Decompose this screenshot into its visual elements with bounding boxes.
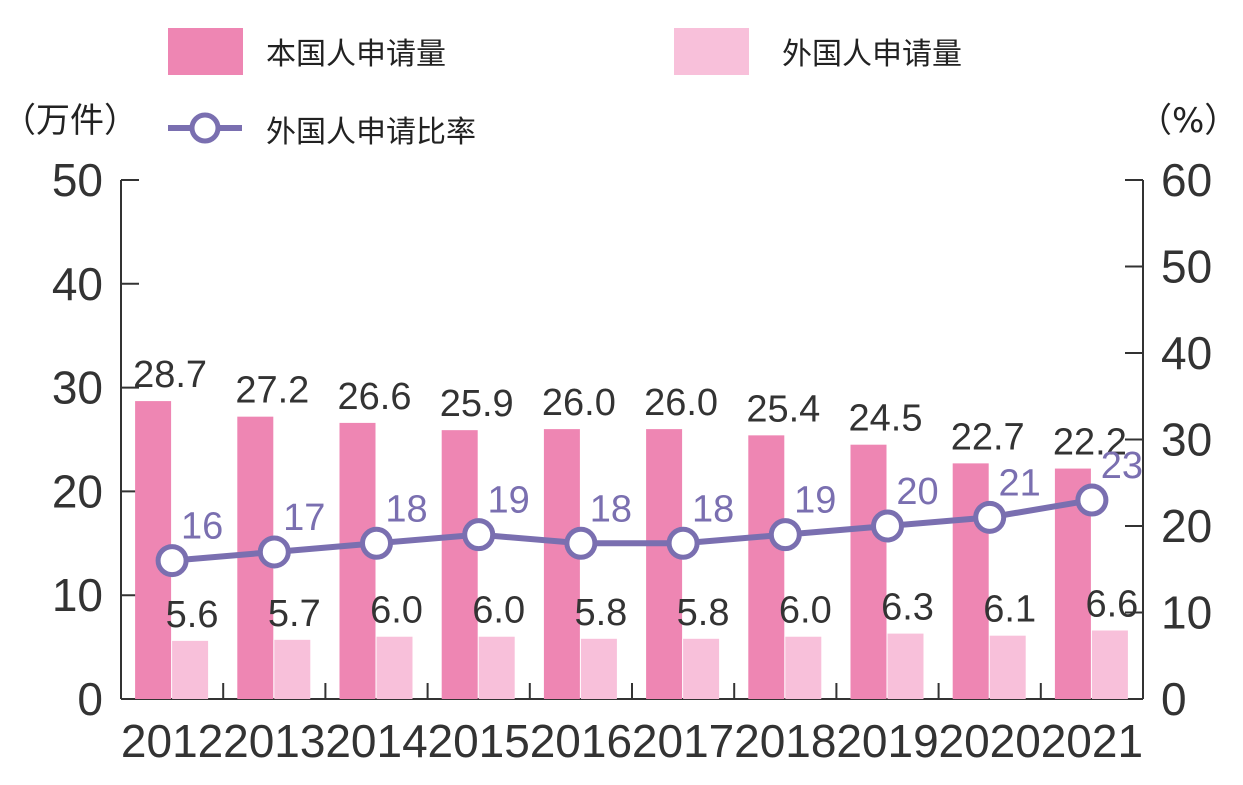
bar-label-domestic: 26.6	[338, 376, 412, 418]
bar-label-foreign: 6.1	[983, 589, 1036, 631]
bar-foreign	[376, 636, 413, 699]
x-axis-tick-label: 2021	[1041, 715, 1143, 767]
bar-foreign	[1091, 630, 1128, 699]
bar-label-foreign: 5.6	[166, 594, 219, 636]
ratio-label: 18	[692, 488, 734, 530]
ratio-marker	[257, 535, 291, 569]
bar-label-foreign: 6.0	[370, 590, 423, 632]
right-axis-tick-label: 60	[1161, 154, 1212, 206]
right-axis-tick-label: 30	[1161, 414, 1212, 466]
x-axis-tick-label: 2018	[734, 715, 836, 767]
bar-label-foreign: 6.0	[472, 590, 525, 632]
bar-foreign	[172, 640, 209, 699]
bar-label-foreign: 5.8	[574, 592, 627, 634]
right-axis-tick-label: 40	[1161, 327, 1212, 379]
left-axis-tick-label: 0	[77, 673, 103, 725]
bar-foreign	[274, 639, 311, 699]
bar-domestic	[646, 429, 683, 699]
bar-domestic	[748, 435, 785, 699]
left-axis-unit: （万件）	[2, 101, 138, 141]
bar-label-domestic: 25.4	[746, 388, 820, 430]
bar-foreign	[785, 636, 822, 699]
x-axis-tick-label: 2020	[939, 715, 1041, 767]
ratio-label: 23	[1101, 445, 1143, 487]
x-axis-tick-label: 2017	[632, 715, 734, 767]
bar-foreign	[887, 633, 924, 699]
bar-label-foreign: 5.8	[677, 592, 730, 634]
bars	[135, 401, 1128, 699]
bar-foreign	[580, 638, 617, 699]
ratio-label: 16	[181, 506, 223, 548]
ratio-label: 20	[896, 471, 938, 513]
x-axis-tick-label: 2014	[325, 715, 427, 767]
data-labels: 28.7 5.6 27.2 5.7 26.6 6.0 25.9 6.0 26.0 5.8 26.0 5…	[133, 354, 1143, 636]
axes: 0 10 20 30 40 50 0 10 20 30 40 50 60 2012 2013 2014 2015…	[52, 154, 1212, 767]
ratio-label: 17	[283, 497, 325, 539]
bar-label-domestic: 24.5	[849, 398, 923, 440]
right-axis-tick-label: 10	[1161, 587, 1212, 639]
ratio-marker	[768, 518, 802, 552]
bar-label-foreign: 6.3	[881, 587, 934, 629]
legend: 本国人申请量 外国人申请量 外国人申请比率	[168, 28, 962, 150]
bar-label-domestic: 22.7	[951, 416, 1025, 458]
left-axis-tick-label: 20	[52, 465, 103, 517]
x-axis-tick-label: 2016	[530, 715, 632, 767]
ratio-marker	[666, 526, 700, 560]
bar-domestic	[952, 463, 989, 699]
left-axis-tick-label: 40	[52, 258, 103, 310]
x-axis-tick-label: 2013	[223, 715, 325, 767]
x-axis-tick-label: 2015	[428, 715, 530, 767]
ratio-marker	[360, 526, 393, 560]
ratio-line	[171, 497, 1093, 564]
left-axis-tick-label: 30	[52, 362, 103, 414]
legend-label-domestic: 本国人申请量	[266, 37, 446, 72]
bar-label-domestic: 26.0	[644, 382, 718, 424]
bar-label-foreign: 5.7	[268, 593, 321, 635]
right-axis-tick-label: 20	[1161, 500, 1212, 552]
bar-domestic	[850, 444, 887, 699]
bar-domestic	[339, 422, 376, 699]
legend-swatch-foreign	[674, 28, 749, 75]
ratio-marker	[155, 544, 189, 578]
ratio-marker	[1075, 483, 1109, 517]
ratio-label: 19	[794, 480, 836, 522]
legend-label-ratio: 外国人申请比率	[266, 115, 476, 150]
bar-label-domestic: 25.9	[440, 383, 514, 425]
legend-marker-ratio	[189, 112, 221, 144]
bar-foreign	[683, 638, 720, 699]
right-axis-unit: （%）	[1138, 101, 1238, 141]
ratio-marker	[871, 509, 904, 543]
x-axis-tick-label: 2019	[836, 715, 938, 767]
ratio-label: 18	[590, 488, 632, 530]
ratio-marker	[973, 500, 1007, 534]
bar-domestic	[543, 429, 580, 699]
bar-label-foreign: 6.6	[1085, 583, 1138, 625]
left-axis-tick-label: 50	[52, 154, 103, 206]
right-axis-tick-label: 0	[1161, 673, 1187, 725]
right-axis-tick-label: 50	[1161, 241, 1212, 293]
left-axis-tick-label: 10	[52, 569, 103, 621]
bar-foreign	[478, 636, 515, 699]
ratio-marker	[462, 518, 496, 552]
ratio-line-layer	[155, 483, 1109, 578]
bar-label-domestic: 28.7	[133, 354, 207, 396]
bar-label-domestic: 22.2	[1053, 422, 1127, 464]
ratio-label: 21	[999, 462, 1041, 504]
legend-swatch-domestic	[168, 28, 243, 75]
ratio-label: 18	[385, 488, 427, 530]
bar-label-domestic: 26.0	[542, 382, 616, 424]
bar-domestic	[441, 430, 478, 699]
ratio-label: 19	[488, 480, 530, 522]
ratio-marker	[564, 526, 598, 560]
x-axis-tick-label: 2012	[121, 715, 223, 767]
bar-foreign	[989, 635, 1026, 699]
bar-label-foreign: 6.0	[779, 590, 832, 632]
bar-label-domestic: 27.2	[235, 370, 309, 412]
legend-label-foreign: 外国人申请量	[782, 37, 962, 72]
